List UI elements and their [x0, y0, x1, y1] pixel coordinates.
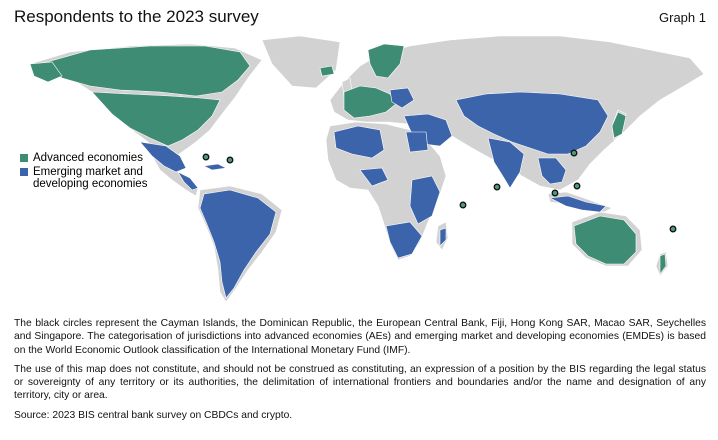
region-east-africa [409, 175, 441, 225]
source-note: Source: 2023 BIS central bank survey on … [14, 409, 293, 421]
marker-singapore [551, 189, 559, 197]
region-central-america [177, 171, 199, 191]
legend-swatch-advanced [20, 154, 28, 162]
marker-macao [573, 182, 581, 190]
region-mexico [139, 141, 187, 173]
legend-item-advanced: Advanced economies [20, 152, 183, 164]
marker-seychelles [493, 183, 501, 191]
legend-item-emerging: Emerging market and developing economies [20, 166, 183, 190]
marker-dominican-republic [226, 156, 234, 164]
region-indonesia [548, 195, 607, 213]
region-madagascar [439, 227, 447, 247]
disclaimer-note: The use of this map does not constitute,… [14, 363, 706, 402]
chart-title: Respondents to the 2023 survey [14, 7, 259, 26]
region-caribbean [203, 163, 227, 171]
map-legend: Advanced economies Emerging market and d… [20, 152, 183, 192]
region-new-zealand [659, 253, 667, 275]
land-greenland [261, 35, 341, 89]
marker-seychelles-2 [459, 201, 467, 209]
region-japan [611, 111, 627, 139]
legend-swatch-emerging [20, 168, 28, 176]
survey-markers [202, 149, 677, 233]
region-west-africa [359, 167, 389, 187]
world-map-svg [29, 35, 705, 303]
region-canada [39, 45, 251, 97]
region-egypt [405, 131, 429, 153]
region-southern-africa [385, 221, 423, 259]
emerging-economies [139, 87, 609, 299]
world-map [0, 30, 718, 310]
region-scandinavia [367, 43, 405, 79]
graph-number: Graph 1 [659, 10, 706, 25]
marker-hong-kong [570, 149, 578, 157]
region-alaska [29, 61, 63, 83]
legend-label-emerging: Emerging market and developing economies [33, 166, 148, 190]
region-western-europe [343, 85, 397, 119]
marker-fiji [669, 225, 677, 233]
notes-section: The black circles represent the Cayman I… [14, 317, 706, 428]
marker-cayman-islands [202, 153, 210, 161]
region-eastern-europe [389, 87, 415, 109]
legend-label-advanced: Advanced economies [33, 152, 143, 164]
region-iceland [319, 65, 335, 77]
region-australia [573, 215, 637, 265]
region-north-africa [333, 125, 385, 159]
region-india [487, 137, 525, 189]
region-southeast-asia [537, 157, 567, 185]
markers-note: The black circles represent the Cayman I… [14, 318, 706, 356]
advanced-economies [29, 43, 667, 275]
region-south-america [199, 189, 277, 299]
region-asia [455, 91, 609, 155]
region-usa [91, 91, 221, 147]
